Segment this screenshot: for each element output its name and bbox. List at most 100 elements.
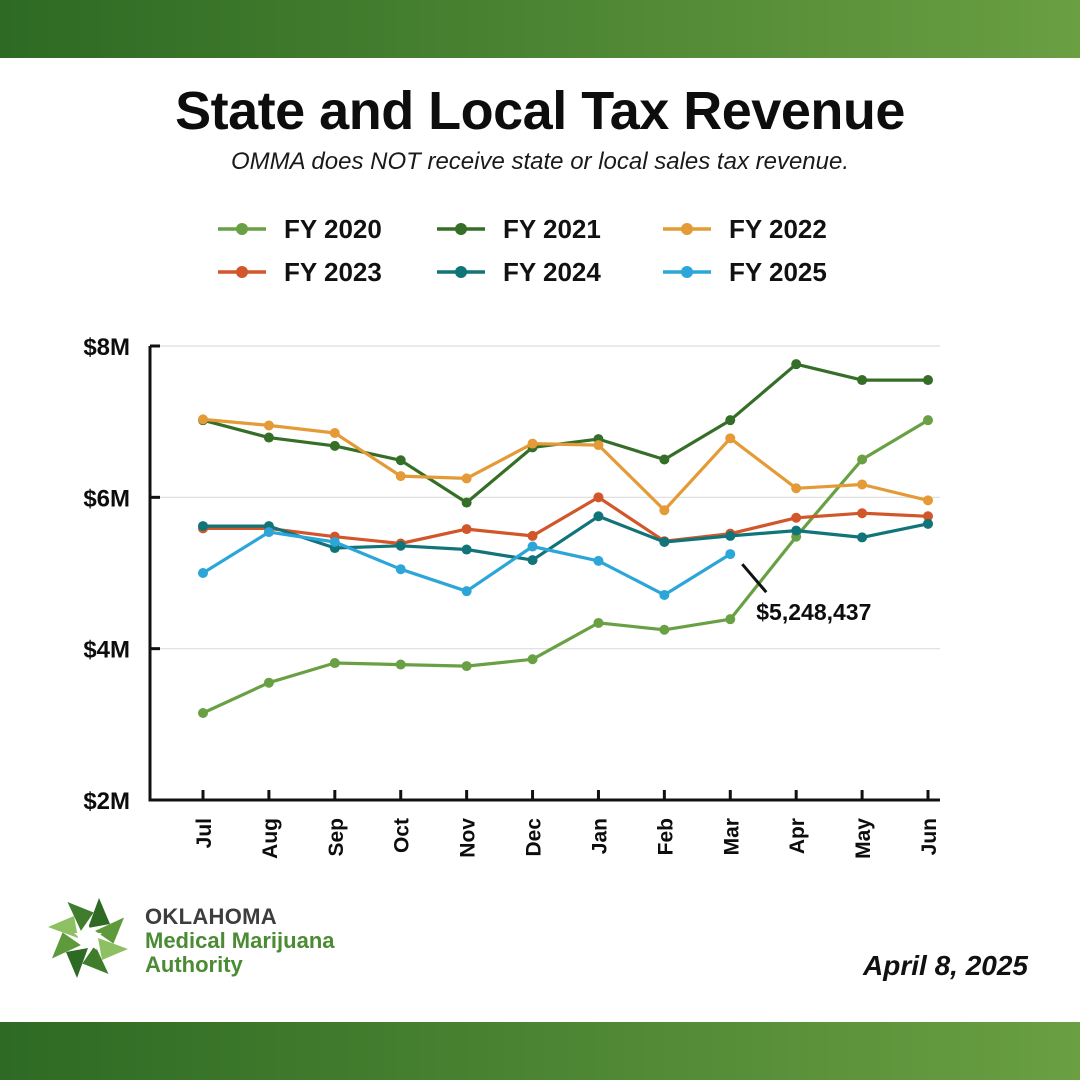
legend-item-fy-2023: FY 2023 [218,255,382,289]
data-point [461,473,472,484]
legend-swatch [437,223,485,235]
data-point [329,536,340,547]
legend-item-fy-2024: FY 2024 [437,255,601,289]
annotation-label: $5,248,437 [756,599,871,625]
logo-leaf [98,938,128,960]
data-point [725,614,736,625]
data-point [725,530,736,541]
data-point [527,438,538,449]
data-point [659,536,670,547]
data-point [593,555,604,566]
star-leaf-logo-icon [48,898,128,978]
data-point [857,454,868,465]
org-name-oklahoma: OKLAHOMA [145,904,277,929]
series-line [202,417,929,512]
y-tick-label: $8M [83,334,130,361]
x-tick-label: Dec [523,818,546,857]
data-point [395,540,406,551]
logo-leaf [51,932,81,959]
chart-title: State and Local Tax Revenue [175,81,905,141]
data-point [791,359,802,370]
annotation-leader-line [741,563,768,594]
data-point [329,658,340,669]
legend-swatch [218,223,266,235]
x-tick-label: Oct [391,818,414,853]
org-name-line-1: Medical Marijuana [145,928,335,953]
x-tick-label: Feb [654,818,677,855]
logo-leaf [66,948,88,978]
legend-label: FY 2020 [284,213,382,244]
y-tick-label: $6M [83,485,130,512]
data-point [593,511,604,522]
legend-label: FY 2023 [284,256,382,287]
legend-item-fy-2021: FY 2021 [437,212,601,246]
data-point [395,659,406,670]
organization-name: OKLAHOMA Medical Marijuana Authority [145,906,335,976]
line-chart: $8M $6M $4M $2M Jul Aug Sep Oct Nov Dec Jan Feb Mar A… [83,334,941,859]
data-point [461,497,472,508]
logo-center-star [74,924,102,950]
x-tick-label: Jul [193,818,216,848]
data-point [857,479,868,490]
data-point [395,471,406,482]
data-point [263,420,274,431]
data-point [791,525,802,536]
x-tick-label: Aug [259,818,282,859]
series-line [203,495,929,546]
legend-item-fy-2025: FY 2025 [663,255,827,289]
x-tick-label: Nov [457,818,480,858]
data-point [593,617,604,628]
top-banner [0,0,1080,58]
x-tick-label: Mar [720,818,743,855]
legend-label: FY 2021 [503,213,601,244]
legend-swatch [218,266,266,278]
series-line [202,530,732,597]
data-point [461,544,472,555]
data-point [461,661,472,672]
data-point [725,433,736,444]
data-point [263,677,274,688]
logo-leaf [48,916,78,938]
data-point [527,654,538,665]
y-tick-label: $2M [83,788,130,815]
data-point [461,586,472,597]
legend-item-fy-2022: FY 2022 [663,212,827,246]
data-point [198,414,208,425]
data-point [659,589,670,600]
bottom-banner [0,1022,1080,1080]
logo-leaf [88,898,110,928]
data-point [395,455,406,466]
data-point [659,624,670,635]
x-tick-label: Apr [786,818,809,854]
data-point [263,432,274,443]
data-point [725,549,736,560]
x-tick-label: Jun [918,818,941,855]
data-point [857,375,868,386]
data-point [527,555,538,566]
data-point [791,483,802,494]
data-point [198,568,208,578]
data-point [329,440,340,451]
series-fy-2025 [198,527,736,600]
x-tick-label: May [852,818,875,859]
data-point [461,524,472,535]
data-point [923,415,933,426]
data-point [857,508,868,519]
x-tick-label: Sep [325,818,348,857]
data-point [198,707,208,718]
series-fy-2020 [198,415,933,718]
data-point [527,530,538,541]
x-tick-label: Jan [588,818,611,854]
legend-label: FY 2022 [729,213,827,244]
logo-leaf [82,945,109,975]
series-line [202,362,928,505]
series-line [203,514,929,562]
data-point [923,375,933,386]
legend: FY 2020 FY 2021 FY 2022 FY 2023 FY 2024 FY 20… [0,210,1080,300]
series-fy-2022 [198,414,933,516]
chart-subtitle: OMMA does NOT receive state or local sal… [230,148,850,175]
logo-leaf [95,917,125,944]
legend-swatch [437,266,485,278]
data-point [329,428,340,439]
data-point [923,511,933,522]
